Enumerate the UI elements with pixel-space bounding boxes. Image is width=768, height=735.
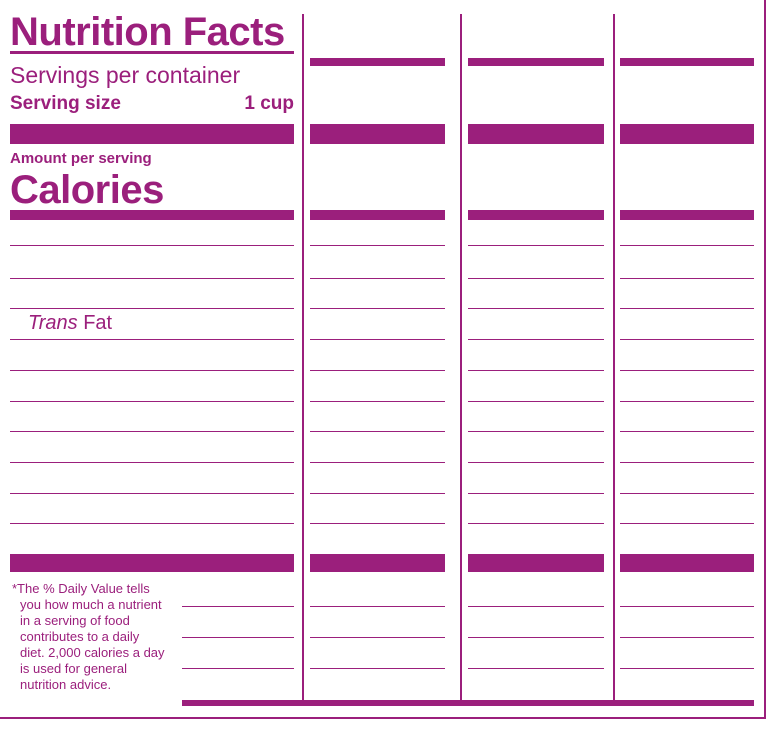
serving-size-label: Serving size	[10, 93, 121, 114]
daily-value-footnote: *The % Daily Value tells you how much a n…	[12, 581, 177, 693]
protein-bar	[620, 554, 754, 572]
row-rule	[182, 637, 294, 638]
row-rule	[310, 606, 445, 607]
row-rule	[620, 369, 754, 371]
footnote-line: nutrition advice.	[20, 677, 112, 692]
nutrition-facts-panel: Nutrition Facts Servings per container S…	[0, 0, 766, 719]
dv-rule	[468, 245, 604, 246]
row-rule	[620, 606, 754, 607]
protein-bar	[310, 554, 445, 572]
calories-bar	[310, 210, 445, 220]
row-rule	[620, 400, 754, 402]
dv-rule	[10, 245, 294, 246]
nutrient-label-suffix: Fat	[77, 312, 113, 335]
row-rule	[182, 668, 294, 669]
row-rule	[620, 308, 754, 310]
row-rule	[10, 277, 294, 279]
row-rule	[310, 369, 445, 371]
row-rule	[10, 523, 294, 525]
row-rule	[468, 277, 604, 279]
label-title: Nutrition Facts	[10, 10, 285, 54]
row-rule	[468, 461, 604, 463]
row-rule	[468, 668, 604, 669]
flavor-rule	[468, 58, 604, 66]
dv-rule	[310, 245, 445, 246]
flavor-rule	[310, 58, 445, 66]
row-rule	[620, 492, 754, 494]
title-rule	[10, 51, 294, 54]
row-rule	[620, 523, 754, 525]
row-rule	[468, 606, 604, 607]
row-rule	[620, 637, 754, 638]
footnote-line: is used for general	[20, 661, 127, 676]
footnote-line: contributes to a daily	[20, 629, 140, 644]
column-divider	[460, 14, 462, 700]
footnote-line: in a serving of food	[20, 613, 130, 628]
thick-bar	[310, 124, 445, 144]
protein-bar	[468, 554, 604, 572]
row-rule	[310, 523, 445, 525]
row-rule	[10, 431, 294, 433]
calories-bar	[620, 210, 754, 220]
footnote-line: you how much a nutrient	[20, 597, 162, 612]
column-divider	[302, 14, 304, 700]
servings-label: Servings per container	[10, 62, 241, 88]
row-rule	[468, 637, 604, 638]
row-rule	[182, 606, 294, 607]
row-rule	[310, 492, 445, 494]
column-divider	[613, 14, 615, 700]
row-rule	[620, 668, 754, 669]
row-rule	[310, 668, 445, 669]
row-rule	[310, 308, 445, 310]
row-rule	[620, 339, 754, 341]
row-rule	[468, 431, 604, 433]
flavor-rule	[620, 58, 754, 66]
amount-per-serving: Amount per serving	[10, 150, 152, 167]
row-rule	[620, 431, 754, 433]
row-rule	[310, 637, 445, 638]
dv-rule	[620, 245, 754, 246]
row-rule	[620, 277, 754, 279]
row-rule	[10, 461, 294, 463]
serving-size-value: 1 cup	[244, 93, 294, 114]
footnote-line: diet. 2,000 calories a day	[20, 645, 165, 660]
row-rule	[10, 369, 294, 371]
protein-bar	[10, 554, 294, 572]
thick-bar	[10, 124, 294, 144]
row-rule	[468, 492, 604, 494]
row-rule	[468, 400, 604, 402]
row-rule	[10, 400, 294, 402]
footnote-line: *The % Daily Value tells	[12, 581, 150, 596]
calories-bar	[10, 210, 294, 220]
nutrient-label: Trans Fat	[28, 313, 112, 333]
row-rule	[468, 308, 604, 310]
calories-bar	[468, 210, 604, 220]
row-rule	[468, 523, 604, 525]
row-rule	[10, 308, 294, 310]
row-rule	[310, 400, 445, 402]
row-rule	[310, 431, 445, 433]
bottom-bar	[182, 700, 754, 706]
row-rule	[620, 461, 754, 463]
row-rule	[468, 369, 604, 371]
thick-bar	[620, 124, 754, 144]
row-rule	[310, 461, 445, 463]
row-rule	[310, 339, 445, 341]
row-rule	[10, 339, 294, 341]
thick-bar	[468, 124, 604, 144]
row-rule	[310, 277, 445, 279]
nutrient-label-italic: Trans	[28, 312, 78, 335]
calories-label: Calories	[10, 168, 164, 212]
row-rule	[10, 492, 294, 494]
row-rule	[468, 339, 604, 341]
